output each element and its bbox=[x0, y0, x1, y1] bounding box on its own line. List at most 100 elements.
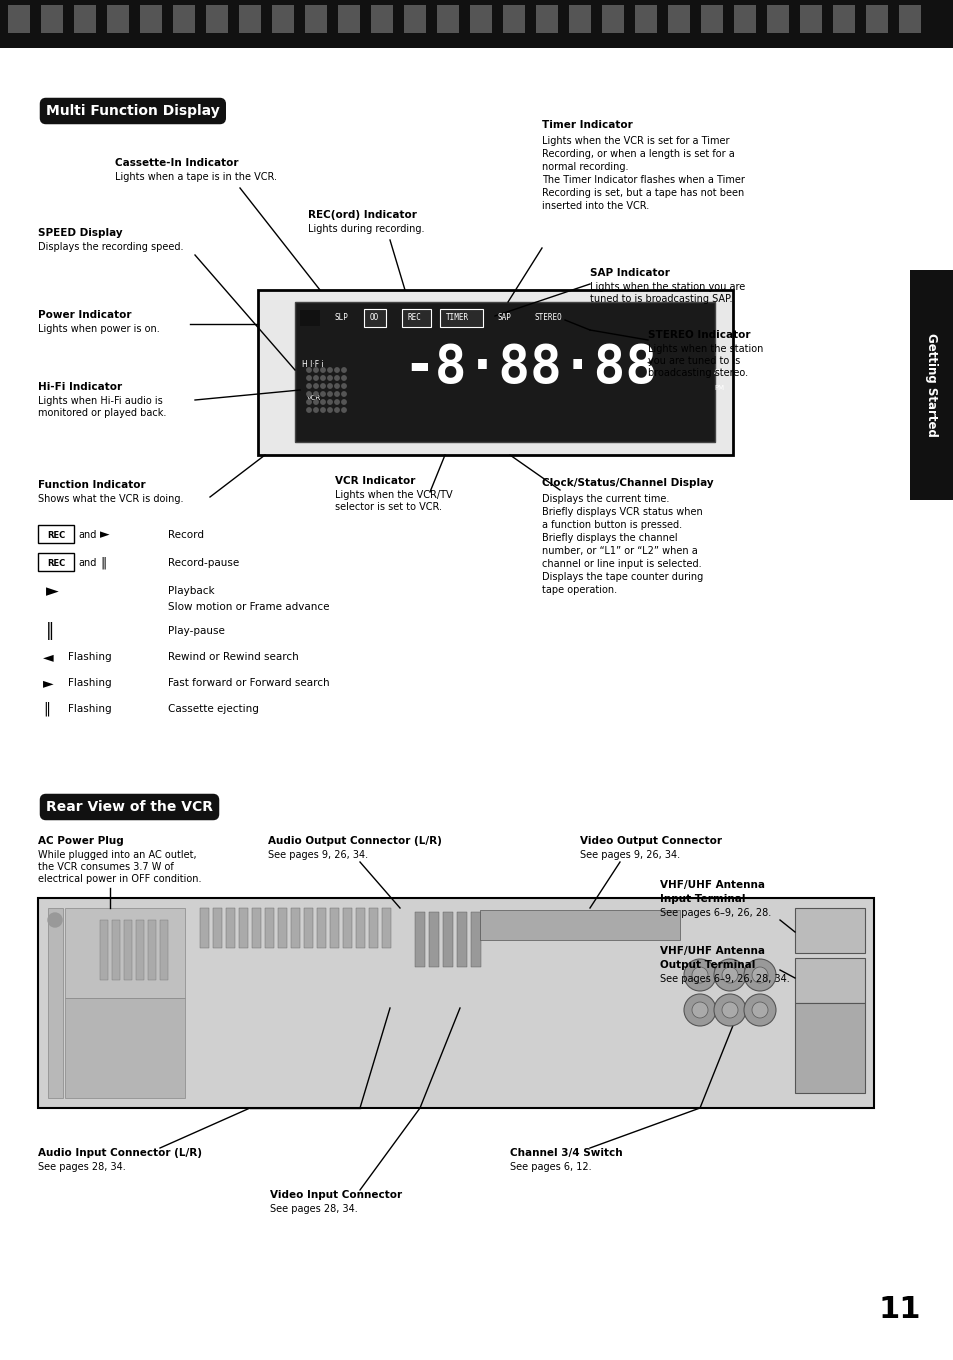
Circle shape bbox=[341, 375, 346, 381]
Text: Hi-Fi Indicator: Hi-Fi Indicator bbox=[38, 382, 122, 392]
Bar bbox=[239, 908, 248, 948]
Text: See pages 6–9, 26, 28, 34.: See pages 6–9, 26, 28, 34. bbox=[659, 974, 789, 985]
Text: ►: ► bbox=[46, 582, 59, 600]
Bar bbox=[65, 908, 185, 998]
Text: See pages 9, 26, 34.: See pages 9, 26, 34. bbox=[579, 850, 679, 860]
Text: normal recording.: normal recording. bbox=[541, 162, 628, 171]
Bar bbox=[364, 309, 386, 326]
Circle shape bbox=[335, 375, 339, 381]
Text: Displays the current time.: Displays the current time. bbox=[541, 494, 669, 505]
Text: Recording, or when a length is set for a: Recording, or when a length is set for a bbox=[541, 150, 734, 159]
Circle shape bbox=[314, 392, 318, 396]
Text: Record: Record bbox=[168, 530, 204, 540]
Text: Flashing: Flashing bbox=[68, 679, 112, 688]
Bar bbox=[38, 525, 74, 543]
Circle shape bbox=[314, 367, 318, 373]
Text: SAP Indicator: SAP Indicator bbox=[589, 268, 669, 277]
Circle shape bbox=[307, 375, 311, 381]
Text: Play-pause: Play-pause bbox=[168, 626, 225, 636]
Text: Channel 3/4 Switch: Channel 3/4 Switch bbox=[510, 1148, 622, 1157]
Circle shape bbox=[335, 384, 339, 388]
Bar bbox=[371, 5, 393, 33]
Circle shape bbox=[691, 1002, 707, 1019]
Bar bbox=[112, 919, 120, 981]
Text: broadcasting stereo.: broadcasting stereo. bbox=[647, 369, 747, 378]
Text: a function button is pressed.: a function button is pressed. bbox=[541, 520, 681, 530]
Text: ‖: ‖ bbox=[100, 556, 106, 570]
Text: REC: REC bbox=[47, 559, 65, 567]
Bar bbox=[294, 302, 714, 442]
Circle shape bbox=[320, 408, 325, 412]
Text: STEREO: STEREO bbox=[535, 314, 562, 322]
Bar bbox=[415, 913, 424, 967]
Text: ◄: ◄ bbox=[43, 650, 53, 664]
Text: electrical power in OFF condition.: electrical power in OFF condition. bbox=[38, 874, 201, 884]
Text: The Timer Indicator flashes when a Timer: The Timer Indicator flashes when a Timer bbox=[541, 175, 744, 185]
Bar bbox=[291, 908, 299, 948]
Bar bbox=[355, 908, 365, 948]
Text: Clock/Status/Channel Display: Clock/Status/Channel Display bbox=[541, 477, 713, 488]
Text: ►: ► bbox=[100, 529, 110, 541]
Text: number, or “L1” or “L2” when a: number, or “L1” or “L2” when a bbox=[541, 545, 697, 556]
Bar bbox=[252, 908, 261, 948]
Bar bbox=[48, 908, 63, 1098]
Text: Flashing: Flashing bbox=[68, 651, 112, 662]
Text: Lights when a tape is in the VCR.: Lights when a tape is in the VCR. bbox=[115, 171, 276, 182]
Bar bbox=[700, 5, 722, 33]
Text: monitored or played back.: monitored or played back. bbox=[38, 408, 166, 418]
Text: ‖: ‖ bbox=[43, 702, 50, 717]
Text: Playback: Playback bbox=[168, 586, 214, 596]
Text: and: and bbox=[78, 558, 96, 568]
Circle shape bbox=[713, 994, 745, 1025]
Circle shape bbox=[328, 408, 332, 412]
Text: Lights when the VCR is set for a Timer: Lights when the VCR is set for a Timer bbox=[541, 136, 729, 146]
Circle shape bbox=[713, 959, 745, 991]
Bar bbox=[277, 908, 287, 948]
Text: H I·F i: H I·F i bbox=[302, 360, 323, 369]
Bar bbox=[0, 0, 953, 48]
Bar bbox=[213, 908, 222, 948]
Text: VCR Indicator: VCR Indicator bbox=[335, 476, 415, 486]
Bar bbox=[272, 5, 294, 33]
Bar bbox=[403, 5, 426, 33]
Bar bbox=[226, 908, 234, 948]
Circle shape bbox=[328, 400, 332, 404]
Bar bbox=[299, 310, 319, 326]
Text: Fast forward or Forward search: Fast forward or Forward search bbox=[168, 679, 330, 688]
Bar bbox=[200, 908, 209, 948]
Text: Rear View of the VCR: Rear View of the VCR bbox=[46, 800, 213, 815]
Circle shape bbox=[328, 392, 332, 396]
Circle shape bbox=[320, 367, 325, 373]
Circle shape bbox=[307, 392, 311, 396]
Text: Output Terminal: Output Terminal bbox=[659, 960, 755, 970]
Text: SPEED Display: SPEED Display bbox=[38, 228, 123, 238]
Text: Displays the tape counter during: Displays the tape counter during bbox=[541, 573, 702, 582]
Text: REC: REC bbox=[408, 314, 421, 322]
Text: SLP: SLP bbox=[335, 314, 349, 322]
Text: Lights when power is on.: Lights when power is on. bbox=[38, 324, 159, 335]
Text: VCR: VCR bbox=[307, 394, 321, 401]
Text: While plugged into an AC outlet,: While plugged into an AC outlet, bbox=[38, 850, 196, 860]
Bar bbox=[832, 5, 854, 33]
Circle shape bbox=[341, 392, 346, 396]
Text: VHF/UHF Antenna: VHF/UHF Antenna bbox=[659, 880, 764, 889]
Circle shape bbox=[320, 392, 325, 396]
Circle shape bbox=[721, 1002, 738, 1019]
Text: Lights during recording.: Lights during recording. bbox=[308, 224, 424, 234]
Bar bbox=[265, 908, 274, 948]
Text: Record-pause: Record-pause bbox=[168, 558, 239, 568]
Text: ►: ► bbox=[43, 676, 53, 690]
Bar bbox=[38, 898, 873, 1108]
Circle shape bbox=[320, 400, 325, 404]
Text: PM: PM bbox=[713, 385, 723, 392]
Bar bbox=[337, 5, 359, 33]
Bar bbox=[8, 5, 30, 33]
Circle shape bbox=[341, 367, 346, 373]
Text: Lights when Hi-Fi audio is: Lights when Hi-Fi audio is bbox=[38, 396, 163, 407]
Bar bbox=[148, 919, 156, 981]
Circle shape bbox=[751, 1002, 767, 1019]
Bar bbox=[766, 5, 788, 33]
Bar bbox=[794, 957, 864, 1004]
Circle shape bbox=[314, 384, 318, 388]
Circle shape bbox=[683, 959, 716, 991]
